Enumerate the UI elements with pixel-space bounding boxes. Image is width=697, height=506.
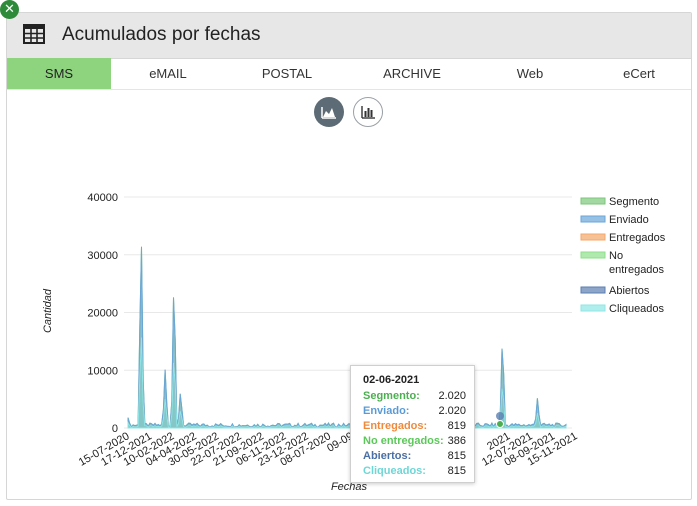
channel-tabs: SMS eMAIL POSTAL ARCHIVE Web eCert (7, 58, 691, 90)
accumulated-by-date-panel: Acumulados por fechas SMS eMAIL POSTAL A… (6, 12, 692, 500)
tooltip-value: 386 (447, 435, 466, 447)
tooltip-value: 815 (447, 465, 466, 477)
tooltip-value: 2.020 (438, 390, 466, 402)
page-title: Acumulados por fechas (62, 24, 261, 45)
tooltip-row: Enviado: 2.020 (363, 405, 466, 420)
bar-chart-icon (361, 106, 375, 119)
tooltip-label: Enviado: (363, 405, 410, 417)
tab-ecert[interactable]: eCert (623, 66, 655, 81)
tooltip-row: Entregados: 819 (363, 420, 466, 435)
tab-sms[interactable]: SMS (7, 58, 111, 89)
tooltip-value: 2.020 (438, 405, 466, 417)
bar-chart-button[interactable] (353, 97, 383, 127)
panel-header: Acumulados por fechas (7, 13, 691, 59)
tooltip-label: Entregados: (363, 420, 428, 432)
area-chart-button[interactable] (314, 97, 344, 127)
tab-archive[interactable]: ARCHIVE (383, 66, 441, 81)
tab-web[interactable]: Web (516, 66, 544, 81)
chart-tooltip: 02-06-2021 Segmento: 2.020 Enviado: 2.020 … (350, 365, 475, 483)
tooltip-value: 819 (447, 420, 466, 432)
tooltip-label: Abiertos: (363, 450, 412, 462)
tooltip-date: 02-06-2021 (363, 374, 420, 386)
tooltip-label: Segmento: (363, 390, 420, 402)
tooltip-label: Cliqueados: (363, 465, 426, 477)
area-chart-icon (321, 107, 336, 119)
tooltip-row: Cliqueados: 815 (363, 465, 466, 480)
tab-email[interactable]: eMAIL (149, 66, 187, 81)
table-icon (23, 24, 45, 44)
tooltip-row: Abiertos: 815 (363, 450, 466, 465)
tooltip-row: Segmento: 2.020 (363, 390, 466, 405)
tooltip-label: No entregados: (363, 435, 444, 447)
close-icon[interactable]: ✕ (0, 0, 19, 19)
tooltip-value: 815 (447, 450, 466, 462)
tab-postal[interactable]: POSTAL (261, 66, 313, 81)
tooltip-row: No entregados: 386 (363, 435, 466, 450)
